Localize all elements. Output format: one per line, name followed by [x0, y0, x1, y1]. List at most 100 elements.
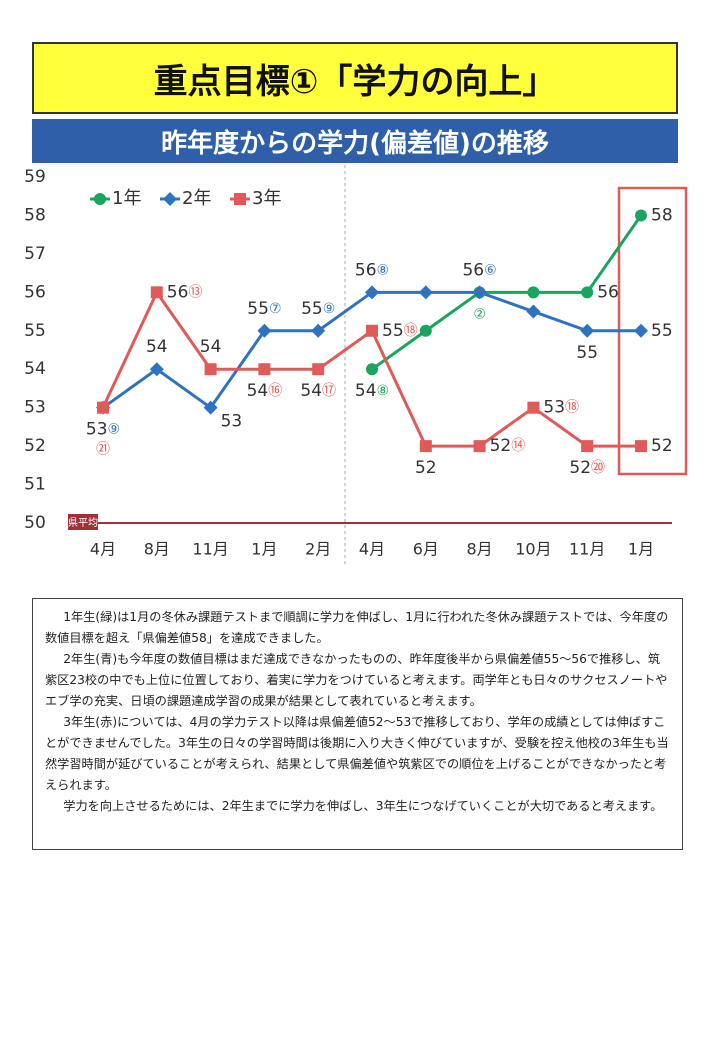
label-value: 55	[576, 343, 598, 363]
data-label: 55⑦	[247, 299, 281, 319]
label-value: 54	[300, 381, 322, 401]
data-label: 56	[597, 282, 619, 302]
data-label: 53⑨	[86, 420, 120, 440]
x-tick-label: 2月	[305, 540, 331, 559]
data-label: 52	[651, 436, 673, 456]
header-title: 重点目標①「学力の向上」	[32, 42, 678, 114]
label-value: 54	[200, 337, 222, 357]
x-tick-label: 8月	[467, 540, 493, 559]
label-value: 55	[247, 299, 269, 319]
label-value: 54	[355, 381, 377, 401]
label-value: 53	[221, 412, 243, 432]
label-rank: ⑦	[269, 301, 282, 317]
marker	[311, 323, 326, 338]
banner-title: 昨年度からの学力(偏差値)の推移	[32, 119, 678, 163]
marker	[581, 440, 594, 453]
y-tick-label: 54	[24, 359, 46, 379]
paragraph: 2年生(青)も今年度の数値目標はまだ達成できなかったものの、昨年度後半から県偏差…	[45, 652, 668, 708]
x-tick-label: 8月	[144, 540, 170, 559]
marker	[419, 324, 432, 337]
label-rank: ⑰	[322, 383, 336, 399]
data-label: 54⑯	[247, 381, 283, 401]
y-tick-label: 55	[24, 321, 46, 341]
data-label: 53	[221, 412, 243, 432]
label-value: 52	[490, 436, 512, 456]
marker	[526, 304, 541, 319]
label-value: 52	[651, 436, 673, 456]
paragraph: 学力を向上させるためには、2年生までに学力を伸ばし、3年生につなげていくことが大…	[63, 799, 663, 813]
data-label: 54⑰	[300, 381, 336, 401]
label-rank: ⑬	[188, 284, 202, 300]
label-value: 53	[543, 398, 565, 418]
data-label: 55	[651, 321, 673, 341]
legend-marker	[94, 193, 106, 205]
marker	[635, 209, 647, 222]
label-rank: ⑱	[404, 323, 418, 339]
marker	[635, 440, 647, 453]
x-tick-label: 10月	[515, 540, 551, 559]
marker	[366, 324, 378, 337]
data-label: 55	[576, 343, 598, 363]
label-value: 55	[382, 321, 404, 341]
label-value: 56	[462, 260, 484, 280]
data-label: 54⑧	[355, 381, 389, 401]
y-tick-label: 52	[24, 436, 46, 456]
label-rank: ⑥	[484, 262, 497, 278]
marker	[581, 286, 594, 299]
x-tick-label: 6月	[413, 540, 439, 559]
paragraph: 1年生(緑)は1月の冬休み課題テストまで順調に学力を伸ばし、1月に行われた冬休み…	[45, 610, 669, 645]
legend-label: 3年	[252, 188, 281, 209]
data-label: 56⑬	[167, 282, 203, 302]
label-rank: ⑧	[377, 383, 390, 399]
data-label: 55⑨	[301, 299, 335, 319]
data-label: 56⑥	[462, 260, 496, 280]
marker	[257, 323, 272, 338]
label-value: 56	[167, 282, 189, 302]
annotation-bg	[68, 514, 98, 530]
label-rank: ⑱	[565, 400, 579, 416]
marker	[204, 363, 217, 376]
label-value: 56	[597, 282, 619, 302]
marker	[365, 285, 379, 300]
annotation: 県平均	[68, 517, 98, 529]
label-rank: ⑧	[377, 262, 390, 278]
data-label: 54	[146, 337, 168, 357]
data-label: 52⑳	[569, 458, 605, 478]
marker	[527, 401, 540, 414]
marker	[634, 323, 648, 338]
legend-label: 2年	[182, 188, 211, 209]
x-tick-label: 1月	[628, 540, 654, 559]
data-label: 58	[651, 205, 673, 225]
marker	[366, 363, 378, 376]
y-tick-label: 59	[24, 167, 46, 187]
legend-marker	[163, 192, 177, 206]
marker	[312, 363, 325, 376]
text-box: 1年生(緑)は1月の冬休み課題テストまで順調に学力を伸ばし、1月に行われた冬休み…	[32, 598, 683, 850]
label-rank: ㉑	[96, 442, 110, 458]
y-tick-label: 57	[24, 244, 46, 264]
label-value: 55	[301, 299, 323, 319]
x-tick-label: 1月	[251, 540, 277, 559]
label-rank: ⑨	[108, 422, 121, 438]
marker	[150, 286, 163, 299]
marker	[203, 400, 218, 415]
legend-marker	[234, 193, 246, 205]
data-label: ㉑	[96, 442, 110, 458]
data-label: 53⑱	[543, 398, 579, 418]
label-rank: ⑯	[268, 383, 282, 399]
label-value: 55	[651, 321, 673, 341]
marker	[472, 285, 487, 300]
y-tick-label: 53	[24, 398, 46, 418]
data-label: 54	[200, 337, 222, 357]
marker	[580, 323, 595, 338]
x-tick-label: 4月	[359, 540, 385, 559]
y-tick-label: 58	[24, 205, 46, 225]
data-label: ②	[473, 306, 486, 322]
marker	[149, 362, 164, 377]
paragraph: 3年生(赤)については、4月の学力テスト以降は県偏差値52〜53で推移しており、…	[45, 715, 669, 792]
label-value: 53	[86, 420, 108, 440]
label-value: 52	[415, 458, 437, 478]
label-rank: ⑭	[511, 438, 525, 454]
